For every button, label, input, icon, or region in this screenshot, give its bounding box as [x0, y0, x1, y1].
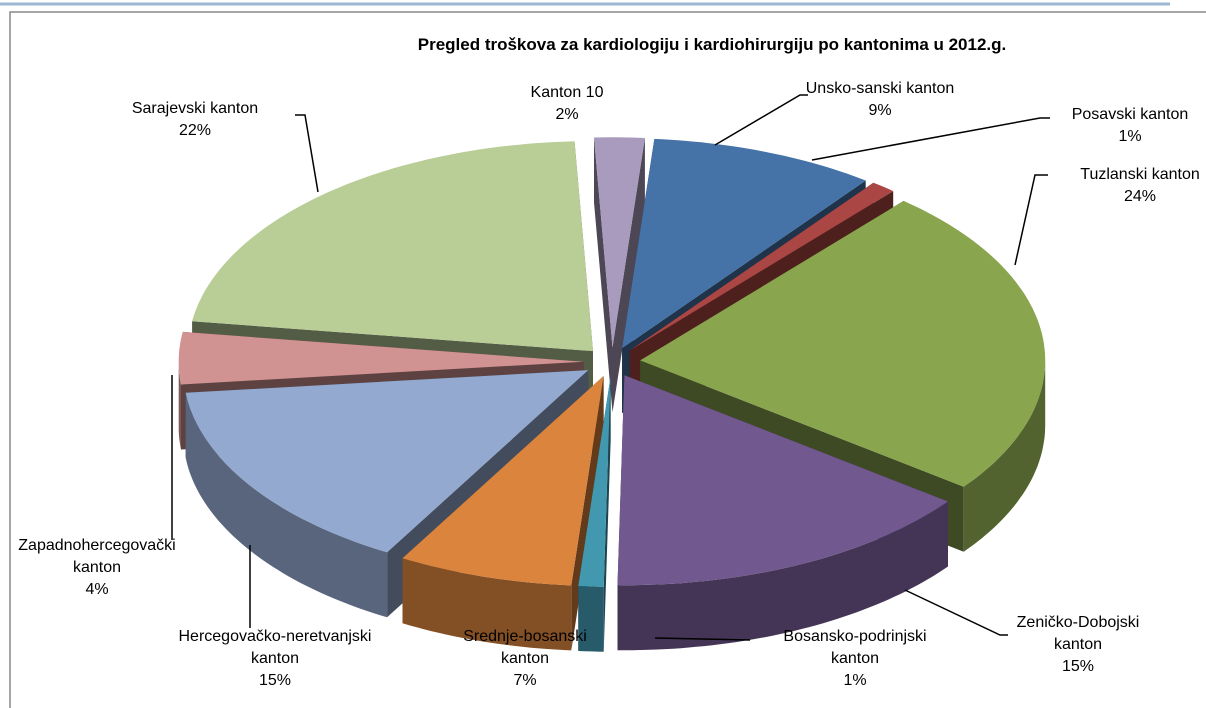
slice-side [612, 138, 645, 413]
category-label: Tuzlanski kanton [1080, 166, 1200, 183]
slice-side [578, 586, 604, 652]
leader-line [904, 589, 1008, 636]
slice [578, 376, 611, 587]
category-label: Zeničko-Dobojski kanton [1016, 614, 1140, 653]
category-label: Sarajevski kanton [131, 100, 259, 117]
slice [640, 200, 1046, 487]
leader-line [654, 637, 751, 641]
value-label: 22% [178, 122, 212, 139]
slice-side [402, 558, 572, 651]
data-label: Unsko-sanski kanton 9% [780, 78, 980, 122]
data-label: Bosansko-podrinjski kanton 1% [760, 626, 950, 692]
slice-side [185, 392, 388, 618]
leader-line [295, 114, 319, 193]
slice [178, 331, 584, 385]
data-label: Posavski kanton 1% [1050, 104, 1206, 148]
category-label: Srednje-bosanski kanton [463, 628, 587, 667]
data-label: Sarajevski kanton 22% [95, 98, 295, 142]
data-label: Zeničko-Dobojski kanton 15% [993, 612, 1163, 678]
leader-line [811, 117, 1050, 161]
leader-line [714, 94, 808, 146]
leader-lines [171, 94, 1050, 641]
slice [594, 137, 645, 348]
data-label: Srednje-bosanski kanton 7% [445, 626, 605, 692]
data-label: Hercegovačko-neretvanjski kanton 15% [175, 626, 375, 692]
data-label: Kanton 10 2% [512, 82, 622, 126]
value-label: 4% [85, 581, 109, 598]
slice [402, 376, 604, 586]
category-label: Kanton 10 [530, 84, 604, 101]
value-label: 9% [868, 102, 892, 119]
slices [178, 137, 1046, 652]
leader-line [1014, 174, 1048, 266]
value-label: 7% [513, 672, 537, 689]
value-label: 2% [555, 106, 579, 123]
slice-side [617, 501, 948, 651]
category-label: Bosansko-podrinjski kanton [783, 628, 927, 667]
slice [185, 370, 589, 553]
chart-title: Pregled troškova za kardiologiju i kardi… [417, 35, 1007, 54]
category-label: Hercegovačko-neretvanjski kanton [178, 628, 372, 667]
slice [192, 141, 593, 352]
slice [617, 375, 948, 586]
category-label: Unsko-sanski kanton [805, 80, 955, 97]
slice-side [178, 361, 181, 450]
value-label: 1% [1118, 128, 1142, 145]
data-label: Tuzlanski kanton 24% [1060, 164, 1206, 208]
slice-side [963, 360, 1046, 552]
slice [629, 182, 894, 351]
slice [622, 138, 866, 349]
category-label: Zapadnohercegovački kanton [18, 537, 176, 576]
value-label: 24% [1123, 188, 1157, 205]
category-label: Posavski kanton [1071, 106, 1189, 123]
value-label: 15% [258, 672, 292, 689]
value-label: 1% [843, 672, 867, 689]
data-label: Zapadnohercegovački kanton 4% [2, 535, 192, 601]
value-label: 15% [1061, 658, 1095, 675]
slice-side [594, 137, 613, 413]
